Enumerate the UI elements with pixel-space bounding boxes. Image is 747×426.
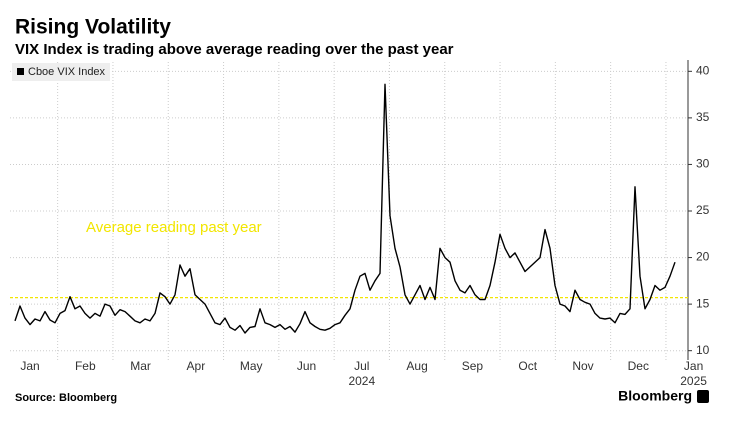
y-tick-label: 30 — [696, 157, 710, 171]
legend-box — [12, 63, 110, 81]
chart-title: Rising Volatility — [15, 16, 171, 39]
x-tick-label: Aug — [406, 359, 427, 373]
y-tick-label: 20 — [696, 250, 710, 264]
brand: Bloomberg — [618, 388, 692, 404]
x-tick-label: Jul — [354, 359, 369, 373]
legend-label: Cboe VIX Index — [28, 66, 106, 78]
brand-icon — [697, 390, 709, 403]
x-tick-label: Oct — [518, 359, 537, 373]
x-sublabel: 2024 — [348, 374, 375, 388]
average-label: Average reading past year — [86, 219, 262, 236]
x-tick-label: Mar — [130, 359, 151, 373]
legend-swatch — [17, 68, 24, 75]
y-tick-label: 15 — [696, 296, 710, 310]
x-tick-label: May — [240, 359, 263, 373]
x-tick-label: Nov — [572, 359, 593, 373]
y-tick-label: 25 — [696, 203, 710, 217]
y-tick-label: 35 — [696, 110, 710, 124]
x-tick-label: Jun — [297, 359, 316, 373]
series-line — [14, 83, 676, 334]
y-tick-label: 10 — [696, 343, 710, 357]
y-tick-label: 40 — [696, 63, 710, 77]
x-tick-label: Apr — [187, 359, 206, 373]
x-tick-label: Dec — [628, 359, 649, 373]
x-sublabel: 2025 — [680, 374, 707, 388]
chart-subtitle: VIX Index is trading above average readi… — [15, 41, 454, 58]
x-tick-label: Feb — [75, 359, 96, 373]
x-tick-label: Jan — [684, 359, 703, 373]
legend: Cboe VIX Index — [12, 63, 110, 81]
x-tick-label: Sep — [462, 359, 484, 373]
source: Source: Bloomberg — [15, 392, 117, 404]
x-tick-label: Jan — [20, 359, 39, 373]
